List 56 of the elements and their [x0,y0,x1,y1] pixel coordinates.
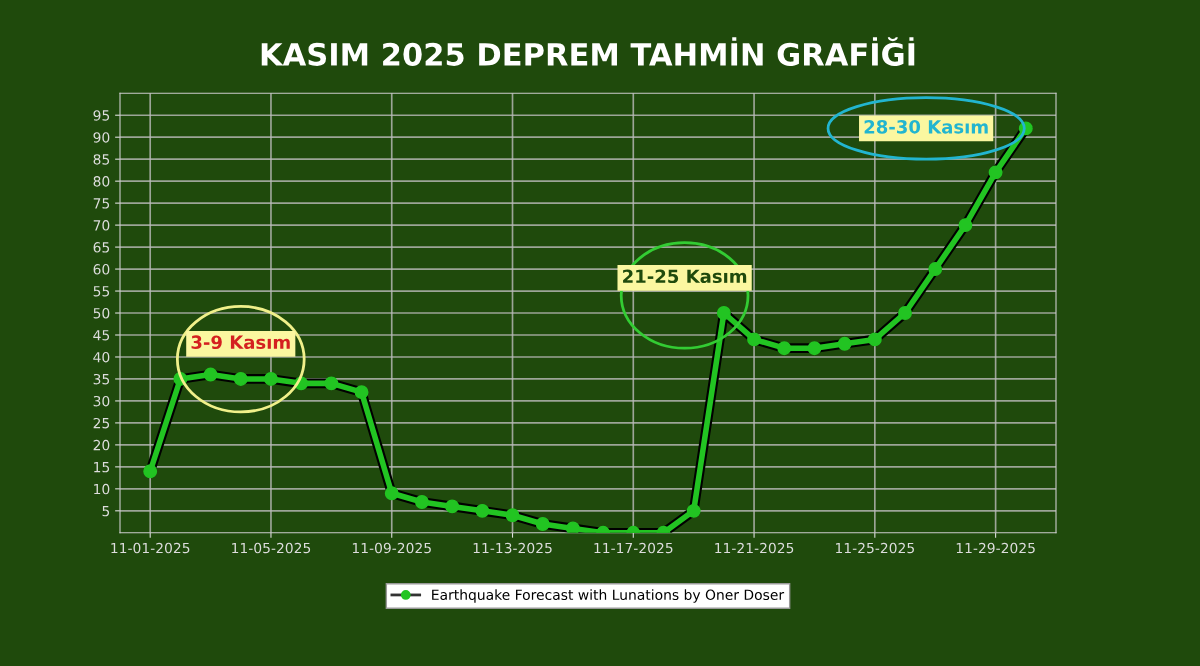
x-tick-label: 11-29-2025 [956,542,1035,554]
point [264,372,278,386]
y-tick-label: 65 [93,242,110,253]
y-tick-label: 45 [93,330,110,341]
y-tick-label: 30 [93,395,110,407]
y-tick-label: 40 [93,351,110,363]
y-tick-label: 20 [93,439,110,451]
y-tick-label: 90 [93,132,110,143]
y-tick-label: 55 [93,286,110,297]
point [716,306,731,320]
y-tick-label: 5 [102,505,110,517]
y-tick-label: 70 [93,220,110,231]
point [505,508,520,523]
point [445,499,460,514]
point [143,464,158,479]
point [203,367,218,382]
point [807,341,822,356]
x-tick-label: 11-25-2025 [836,542,914,554]
y-tick-label: 85 [93,154,110,165]
chart-title: KASIM 2025 DEPREM TAHMİN GRAFİĞİ [261,37,915,66]
y-tick-label: 75 [93,198,110,209]
point [777,341,792,356]
annotation: 28-30 Kasım [864,119,988,134]
y-tick-label: 50 [93,307,110,319]
annotation: 3-9 Kasım [191,335,290,350]
point [535,517,550,531]
y-tick-label: 25 [93,417,110,429]
point [988,165,1003,180]
point [475,503,490,518]
x-tick-label: 11-13-2025 [473,542,552,554]
y-tick-label: 80 [93,176,110,187]
point [958,218,973,233]
y-tick-label: 15 [94,462,110,473]
point [898,306,912,320]
y-tick-label: 10 [94,483,110,495]
point [565,521,580,533]
x-tick-label: 11-09-2025 [352,542,431,554]
point [414,495,429,509]
point [233,372,248,386]
x-tick-label: 11-17-2025 [594,542,673,554]
point [324,376,339,391]
y-tick-label: 35 [93,373,110,385]
point [354,385,369,400]
point [747,332,762,347]
y-tick-label: 95 [93,110,110,121]
legend-label: Earthquake Forecast with Lunations by Oner Doser [432,589,785,603]
point [384,486,399,501]
x-tick-label: 11-21-2025 [715,542,794,554]
point [928,262,943,277]
x-tick-label: 11-05-2025 [232,542,311,554]
x-tick-label: 11-01-2025 [111,542,190,554]
annotation: 21-25 Kasım [623,269,747,284]
point [686,503,701,518]
y-tick-label: 60 [93,264,110,275]
point [837,336,852,351]
point [867,332,882,347]
